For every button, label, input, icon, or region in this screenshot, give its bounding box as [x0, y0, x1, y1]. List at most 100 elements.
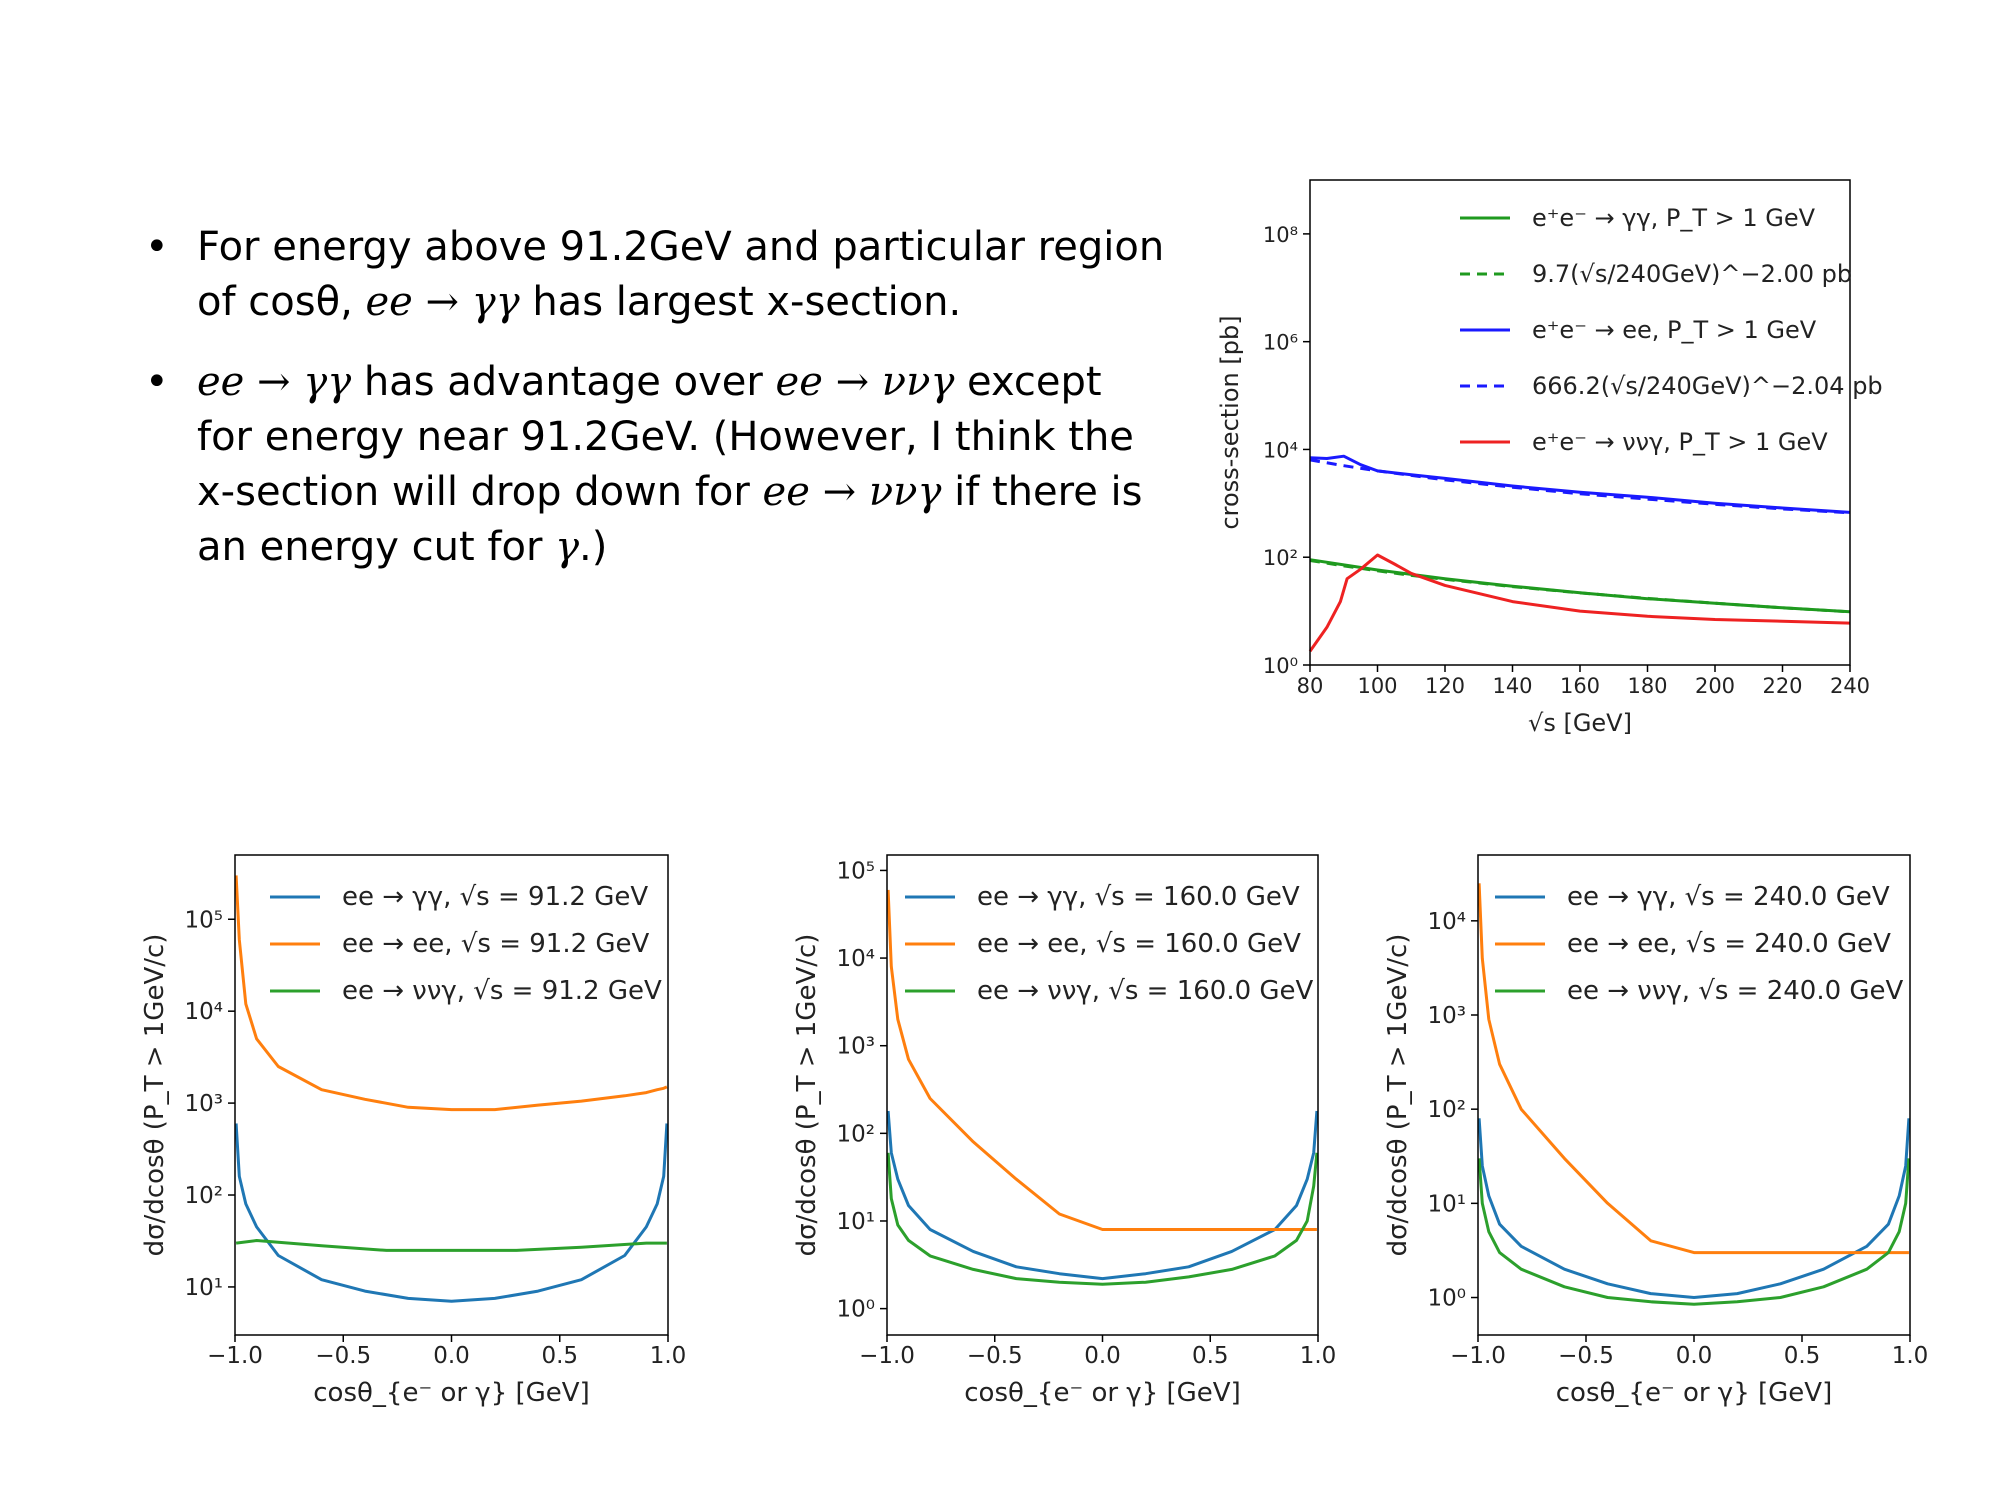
bullet-fragment: ,: [340, 279, 366, 325]
math-expression: ee → ννγ: [762, 469, 942, 515]
y-tick-label: 10⁴: [1428, 909, 1467, 935]
series-line: [234, 875, 668, 1112]
x-tick-label: 160: [1560, 674, 1600, 698]
legend-label: 9.7(√s/240GeV)^−2.00 pb: [1532, 260, 1852, 288]
series-line: [1309, 458, 1851, 515]
y-tick-label: 10²: [837, 1121, 876, 1147]
legend-label: ee → γγ, √s = 91.2 GeV: [342, 882, 648, 912]
y-tick-label: 10¹: [1428, 1191, 1467, 1217]
x-tick-label: 0.5: [1784, 1343, 1821, 1369]
x-tick-label: −1.0: [207, 1343, 263, 1369]
y-axis-label: dσ/dcosθ (P_T > 1GeV/c): [1383, 934, 1413, 1257]
x-tick-label: 80: [1297, 674, 1324, 698]
plot-area: [886, 889, 1319, 1286]
math-expression: ee → ννγ: [775, 359, 955, 405]
plot-frame: [1477, 854, 1911, 1336]
legend-label: ee → ee, √s = 91.2 GeV: [342, 929, 650, 959]
legend-label: ee → ee, √s = 160.0 GeV: [977, 929, 1301, 959]
plot-area: [234, 875, 669, 1303]
bullet-fragment: if there is an energy cut for: [197, 469, 1143, 570]
legend-label: ee → ννγ, √s = 160.0 GeV: [977, 976, 1314, 1006]
series-line: [886, 889, 1317, 1231]
math-expression: ee → γγ: [197, 359, 352, 405]
y-tick-label: 10⁸: [1263, 223, 1298, 247]
x-tick-label: −0.5: [1558, 1343, 1614, 1369]
x-axis-label: √s [GeV]: [1528, 709, 1632, 737]
y-tick-label: 10⁰: [1263, 654, 1298, 678]
x-tick-label: 100: [1357, 674, 1397, 698]
bullet-fragment: has largest x-section.: [519, 279, 962, 325]
x-tick-label: −1.0: [859, 1343, 915, 1369]
y-tick-label: 10⁰: [1428, 1286, 1467, 1312]
y-tick-label: 10⁰: [837, 1297, 876, 1323]
bullet-dot-icon: •: [145, 359, 169, 405]
series-line: [1477, 883, 1909, 1255]
y-tick-label: 10⁴: [1263, 438, 1298, 462]
x-tick-label: 240: [1830, 674, 1870, 698]
y-tick-label: 10²: [1428, 1097, 1467, 1123]
y-axis-label: dσ/dcosθ (P_T > 1GeV/c): [140, 934, 170, 1257]
y-tick-label: 10⁴: [837, 946, 876, 972]
bullet-fragment: .): [579, 524, 608, 570]
y-axis-label: dσ/dcosθ (P_T > 1GeV/c): [792, 934, 822, 1257]
bullet-fragment: For energy above 91.2GeV and particular …: [197, 224, 1165, 325]
y-tick-label: 10⁵: [185, 907, 224, 933]
legend-label: e⁺e⁻ → ννγ, P_T > 1 GeV: [1532, 428, 1828, 456]
x-tick-label: 120: [1425, 674, 1465, 698]
x-tick-label: 1.0: [650, 1343, 687, 1369]
series-line: [886, 1110, 1319, 1281]
x-tick-label: 1.0: [1300, 1343, 1337, 1369]
y-tick-label: 10²: [1263, 546, 1298, 570]
legend-label: 666.2(√s/240GeV)^−2.04 pb: [1532, 372, 1883, 400]
x-tick-label: −1.0: [1450, 1343, 1506, 1369]
x-tick-label: 200: [1695, 674, 1735, 698]
bullet-list: • For energy above 91.2GeV and particular…: [145, 220, 1165, 600]
legend-label: ee → γγ, √s = 160.0 GeV: [977, 882, 1300, 912]
y-tick-label: 10¹: [185, 1275, 224, 1301]
x-tick-label: 0.5: [1192, 1343, 1229, 1369]
legend-label: ee → ννγ, √s = 240.0 GeV: [1567, 976, 1904, 1006]
bullet-fragment: has advantage over: [351, 359, 776, 405]
series-line: [234, 1123, 669, 1303]
series-line: [886, 1152, 1319, 1286]
series-line: [1309, 559, 1851, 614]
x-tick-label: 220: [1762, 674, 1802, 698]
y-tick-label: 10⁶: [1263, 331, 1298, 355]
x-tick-label: 1.0: [1892, 1343, 1929, 1369]
x-axis-label: cosθ_{e⁻ or γ} [GeV]: [964, 1378, 1240, 1408]
series-line: [1477, 1118, 1911, 1299]
x-tick-label: 0.0: [1084, 1343, 1121, 1369]
bullet-fragment: cosθ: [248, 279, 341, 325]
bullet-dot-icon: •: [145, 224, 169, 270]
bullet-text: For energy above 91.2GeV and particular …: [197, 224, 1164, 325]
series-line: [1477, 1158, 1911, 1306]
y-tick-label: 10⁴: [185, 999, 224, 1025]
x-tick-label: 0.0: [433, 1343, 470, 1369]
legend-label: ee → ee, √s = 240.0 GeV: [1567, 929, 1891, 959]
plot-area: [1477, 883, 1911, 1306]
series-line: [1308, 553, 1851, 653]
legend-label: ee → γγ, √s = 240.0 GeV: [1567, 882, 1890, 912]
y-tick-label: 10³: [185, 1091, 224, 1117]
y-tick-label: 10⁵: [837, 858, 876, 884]
x-tick-label: 0.5: [541, 1343, 578, 1369]
bullet-item: • For energy above 91.2GeV and particular…: [145, 220, 1165, 330]
bullet-item: • ee → γγ has advantage over ee → ννγ exc…: [145, 355, 1165, 575]
bullet-fragment: except for energy near 91.2GeV. (However…: [197, 359, 1134, 515]
x-tick-label: 180: [1627, 674, 1667, 698]
y-tick-label: 10²: [185, 1183, 224, 1209]
y-tick-label: 10³: [837, 1034, 876, 1060]
math-expression: γ: [555, 524, 580, 570]
y-tick-label: 10¹: [837, 1209, 876, 1235]
math-expression: ee → γγ: [365, 279, 520, 325]
x-tick-label: −0.5: [315, 1343, 371, 1369]
x-tick-label: 140: [1492, 674, 1532, 698]
plot-area: [1308, 454, 1851, 653]
legend-label: ee → ννγ, √s = 91.2 GeV: [342, 976, 662, 1006]
bullet-text: ee → γγ has advantage over ee → ννγ exce…: [197, 359, 1143, 570]
x-tick-label: −0.5: [967, 1343, 1023, 1369]
